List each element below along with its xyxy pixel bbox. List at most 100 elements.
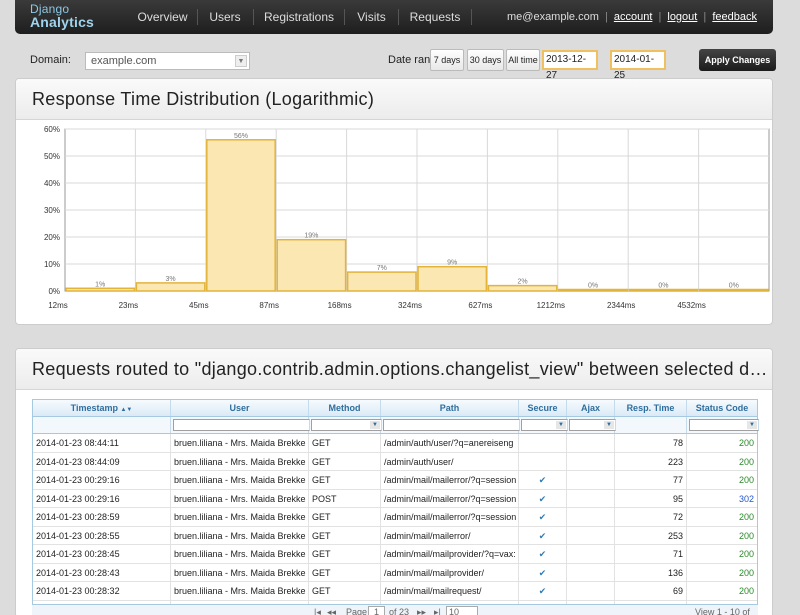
last-page-button[interactable]: ▸| (434, 607, 441, 615)
table-row[interactable]: 2014-01-23 00:28:55 bruen.liliana - Mrs. … (33, 526, 757, 545)
filter-cell (381, 417, 520, 433)
app-logo[interactable]: Django Analytics (30, 2, 94, 30)
table-row[interactable]: 2014-01-23 00:28:43 bruen.liliana - Mrs. … (33, 563, 757, 582)
nav-overview[interactable]: Overview (137, 10, 188, 24)
range-7-days-button[interactable]: 7 days (430, 49, 464, 71)
cell-resp-time: 78 (615, 434, 687, 452)
date-to-input[interactable]: 2014-01-25 (610, 50, 666, 81)
nav-visits[interactable]: Visits (357, 10, 386, 24)
prev-page-button[interactable]: ◂◂ (327, 607, 337, 615)
col-secure[interactable]: Secure (519, 400, 567, 416)
view-range-text: View 1 - 10 of 230 (695, 607, 750, 615)
cell-method: GET (309, 545, 381, 563)
bar (276, 238, 347, 292)
check-icon: ✔ (519, 526, 567, 544)
x-tick-label: 4532ms (677, 301, 705, 310)
col-method[interactable]: Method (309, 400, 381, 416)
cell-method: GET (309, 434, 381, 452)
bar-label: 3% (166, 276, 176, 283)
domain-select[interactable]: example.com ▼ (85, 52, 250, 70)
cell-secure (519, 452, 567, 470)
filter-controls: Domain: example.com ▼ Date range: 7 days… (15, 49, 776, 81)
bar (346, 271, 417, 292)
cell-timestamp: 2014-01-23 00:28:59 (33, 508, 171, 526)
filter-row: ▼ ▼ ▼ ▼ (33, 417, 759, 434)
requests-title: Requests routed to "django.contrib.admin… (16, 349, 772, 390)
x-tick-label: 45ms (189, 301, 209, 310)
logout-link[interactable]: logout (667, 11, 698, 23)
user-email: me@example.com (507, 11, 599, 23)
ajax-filter-select[interactable]: ▼ (569, 419, 616, 431)
y-tick-label: 10% (44, 260, 60, 269)
cell-timestamp: 2014-01-23 00:29:16 (33, 471, 171, 489)
method-filter-select[interactable]: ▼ (311, 419, 382, 431)
x-tick-label: 324ms (398, 301, 422, 310)
table-row[interactable]: 2014-01-23 00:28:32 bruen.liliana - Mrs. … (33, 582, 757, 601)
path-filter-input[interactable] (383, 419, 520, 431)
range-all-time-button[interactable]: All time (506, 49, 540, 71)
bar (698, 288, 769, 292)
page-size-select[interactable]: 10 (446, 606, 478, 615)
date-from-input[interactable]: 2013-12-27 (542, 50, 598, 81)
logo-line-1: Django (30, 2, 70, 16)
col-status-code[interactable]: Status Code (695, 403, 749, 413)
table-row[interactable]: 2014-01-23 00:29:16 bruen.liliana - Mrs. … (33, 489, 757, 508)
chevron-down-icon: ▼ (235, 55, 247, 67)
nav-requests[interactable]: Requests (409, 10, 461, 24)
bar-label: 1% (95, 281, 105, 288)
cell-status: 200 (738, 567, 754, 578)
next-page-button[interactable]: ▸▸ (417, 607, 427, 615)
cell-path: /admin/mail/mailerror/?q=session (381, 489, 519, 507)
x-tick-label: 12ms (48, 301, 68, 310)
cell-method: GET (309, 508, 381, 526)
account-link[interactable]: account (613, 11, 653, 23)
y-tick-label: 0% (48, 287, 60, 296)
filter-cell (33, 417, 171, 433)
cell-user: bruen.liliana - Mrs. Maida Brekke <l (171, 545, 309, 563)
table-row[interactable]: 2014-01-23 08:44:09 bruen.liliana - Mrs. … (33, 452, 757, 471)
cell-timestamp: 2014-01-23 00:28:32 (33, 582, 171, 600)
cell-user: bruen.liliana - Mrs. Maida Brekke <l (171, 508, 309, 526)
cell-path: /admin/auth/user/ (381, 452, 519, 470)
cell-resp-time: 77 (615, 471, 687, 489)
col-ajax[interactable]: Ajax (567, 400, 615, 416)
col-resp-time[interactable]: Resp. Time (615, 400, 687, 416)
col-path[interactable]: Path (381, 400, 519, 416)
cell-path: /admin/mail/mailerror/?q=session (381, 508, 519, 526)
col-timestamp[interactable]: Timestamp ▲▼ (33, 400, 171, 416)
cell-method: GET (309, 452, 381, 470)
cell-method: GET (309, 526, 381, 544)
status-filter-select[interactable]: ▼ (689, 419, 759, 431)
cell-ajax (567, 526, 615, 544)
feedback-link[interactable]: feedback (712, 11, 757, 23)
range-30-days-button[interactable]: 30 days (467, 49, 504, 71)
nav-divider (197, 9, 198, 25)
table-row[interactable]: 2014-01-23 00:28:59 bruen.liliana - Mrs. … (33, 508, 757, 527)
y-tick-label: 40% (44, 179, 60, 188)
filter-cell: ▼ (687, 417, 759, 433)
chevron-down-icon: ▼ (747, 421, 757, 429)
secure-filter-select[interactable]: ▼ (521, 419, 568, 431)
bar-label: 19% (304, 233, 318, 240)
y-tick-label: 30% (44, 206, 60, 215)
bar-label: 9% (447, 260, 457, 267)
nav-users[interactable]: Users (209, 10, 241, 24)
table-row[interactable]: 2014-01-23 00:28:45 bruen.liliana - Mrs. … (33, 545, 757, 564)
nav-registrations[interactable]: Registrations (263, 10, 335, 24)
x-tick-label: 2344ms (607, 301, 635, 310)
cell-ajax (567, 434, 615, 452)
cell-path: /admin/mail/mailrequest/ (381, 582, 519, 600)
table-row[interactable]: 2014-01-23 00:29:16 bruen.liliana - Mrs. … (33, 471, 757, 490)
bar (135, 282, 206, 292)
cell-user: bruen.liliana - Mrs. Maida Brekke <l (171, 489, 309, 507)
apply-changes-button[interactable]: Apply Changes (699, 49, 776, 71)
col-label: Timestamp (70, 403, 118, 413)
page-input[interactable]: 1 (368, 606, 385, 615)
table-row[interactable]: 2014-01-23 08:44:11 bruen.liliana - Mrs. … (33, 434, 757, 453)
col-user[interactable]: User (171, 400, 309, 416)
first-page-button[interactable]: |◂ (314, 607, 321, 615)
user-filter-input[interactable] (173, 419, 310, 431)
bar-label: 2% (518, 279, 528, 286)
separator: | (658, 11, 662, 23)
page-count: of 23 (389, 607, 410, 615)
